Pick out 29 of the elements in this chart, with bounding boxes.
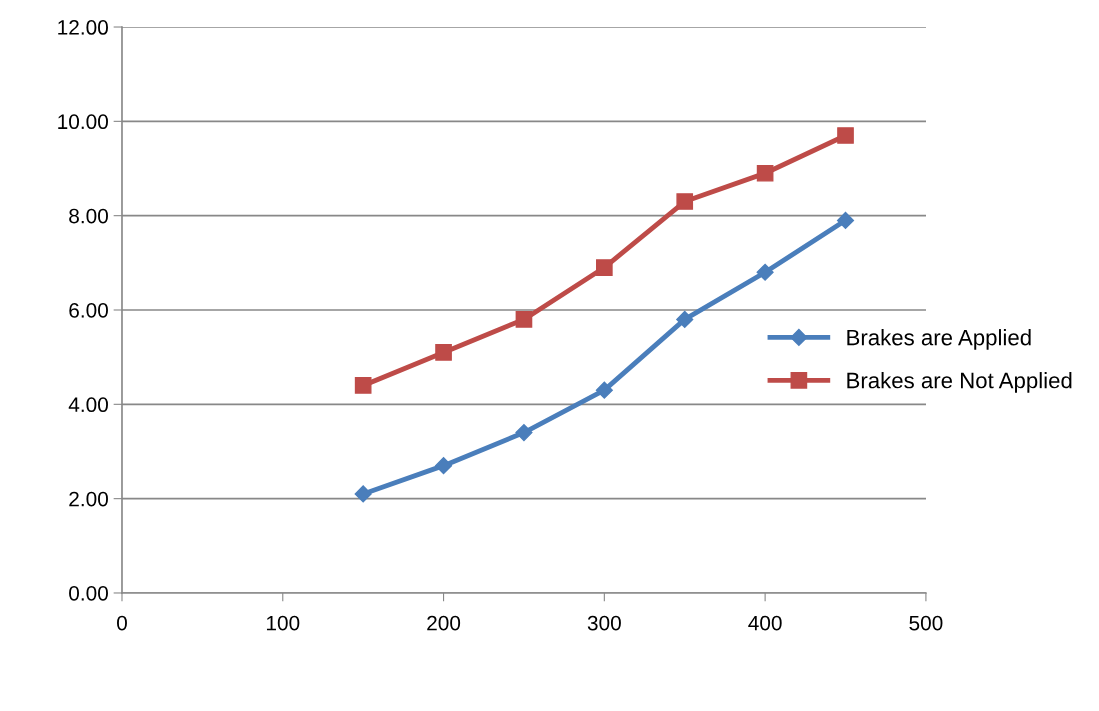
point xyxy=(515,311,533,328)
x-tick-label: 0 xyxy=(117,615,127,631)
x-tick-label: 500 xyxy=(909,615,943,631)
point xyxy=(756,263,774,281)
y-tick-label: 10.00 xyxy=(58,114,108,130)
point xyxy=(837,127,854,144)
point xyxy=(354,377,372,394)
y-tick-label: 4.00 xyxy=(68,397,108,413)
point xyxy=(596,259,613,276)
point xyxy=(756,164,774,182)
point xyxy=(435,457,453,475)
y-tick-label: 12.00 xyxy=(58,20,108,35)
x-tick-label: 300 xyxy=(587,615,621,631)
point xyxy=(836,211,855,229)
point xyxy=(595,381,613,399)
y-tick-label: 6.00 xyxy=(69,303,108,318)
x-tick-label: 100 xyxy=(266,615,300,631)
point xyxy=(435,344,452,361)
x-tick-label: 400 xyxy=(748,615,782,631)
y-tick-label: 8.00 xyxy=(69,208,108,224)
legend-label: Brakes are Applied xyxy=(847,329,1031,350)
point xyxy=(354,485,372,503)
y-tick-label: 2.00 xyxy=(69,491,108,507)
y-tick-label: 0.00 xyxy=(69,585,108,601)
point xyxy=(515,424,533,442)
x-tick-label: 200 xyxy=(427,615,461,631)
point xyxy=(676,310,694,328)
legend-label: Brakes are Not Applied xyxy=(847,372,1072,393)
point xyxy=(676,193,694,210)
